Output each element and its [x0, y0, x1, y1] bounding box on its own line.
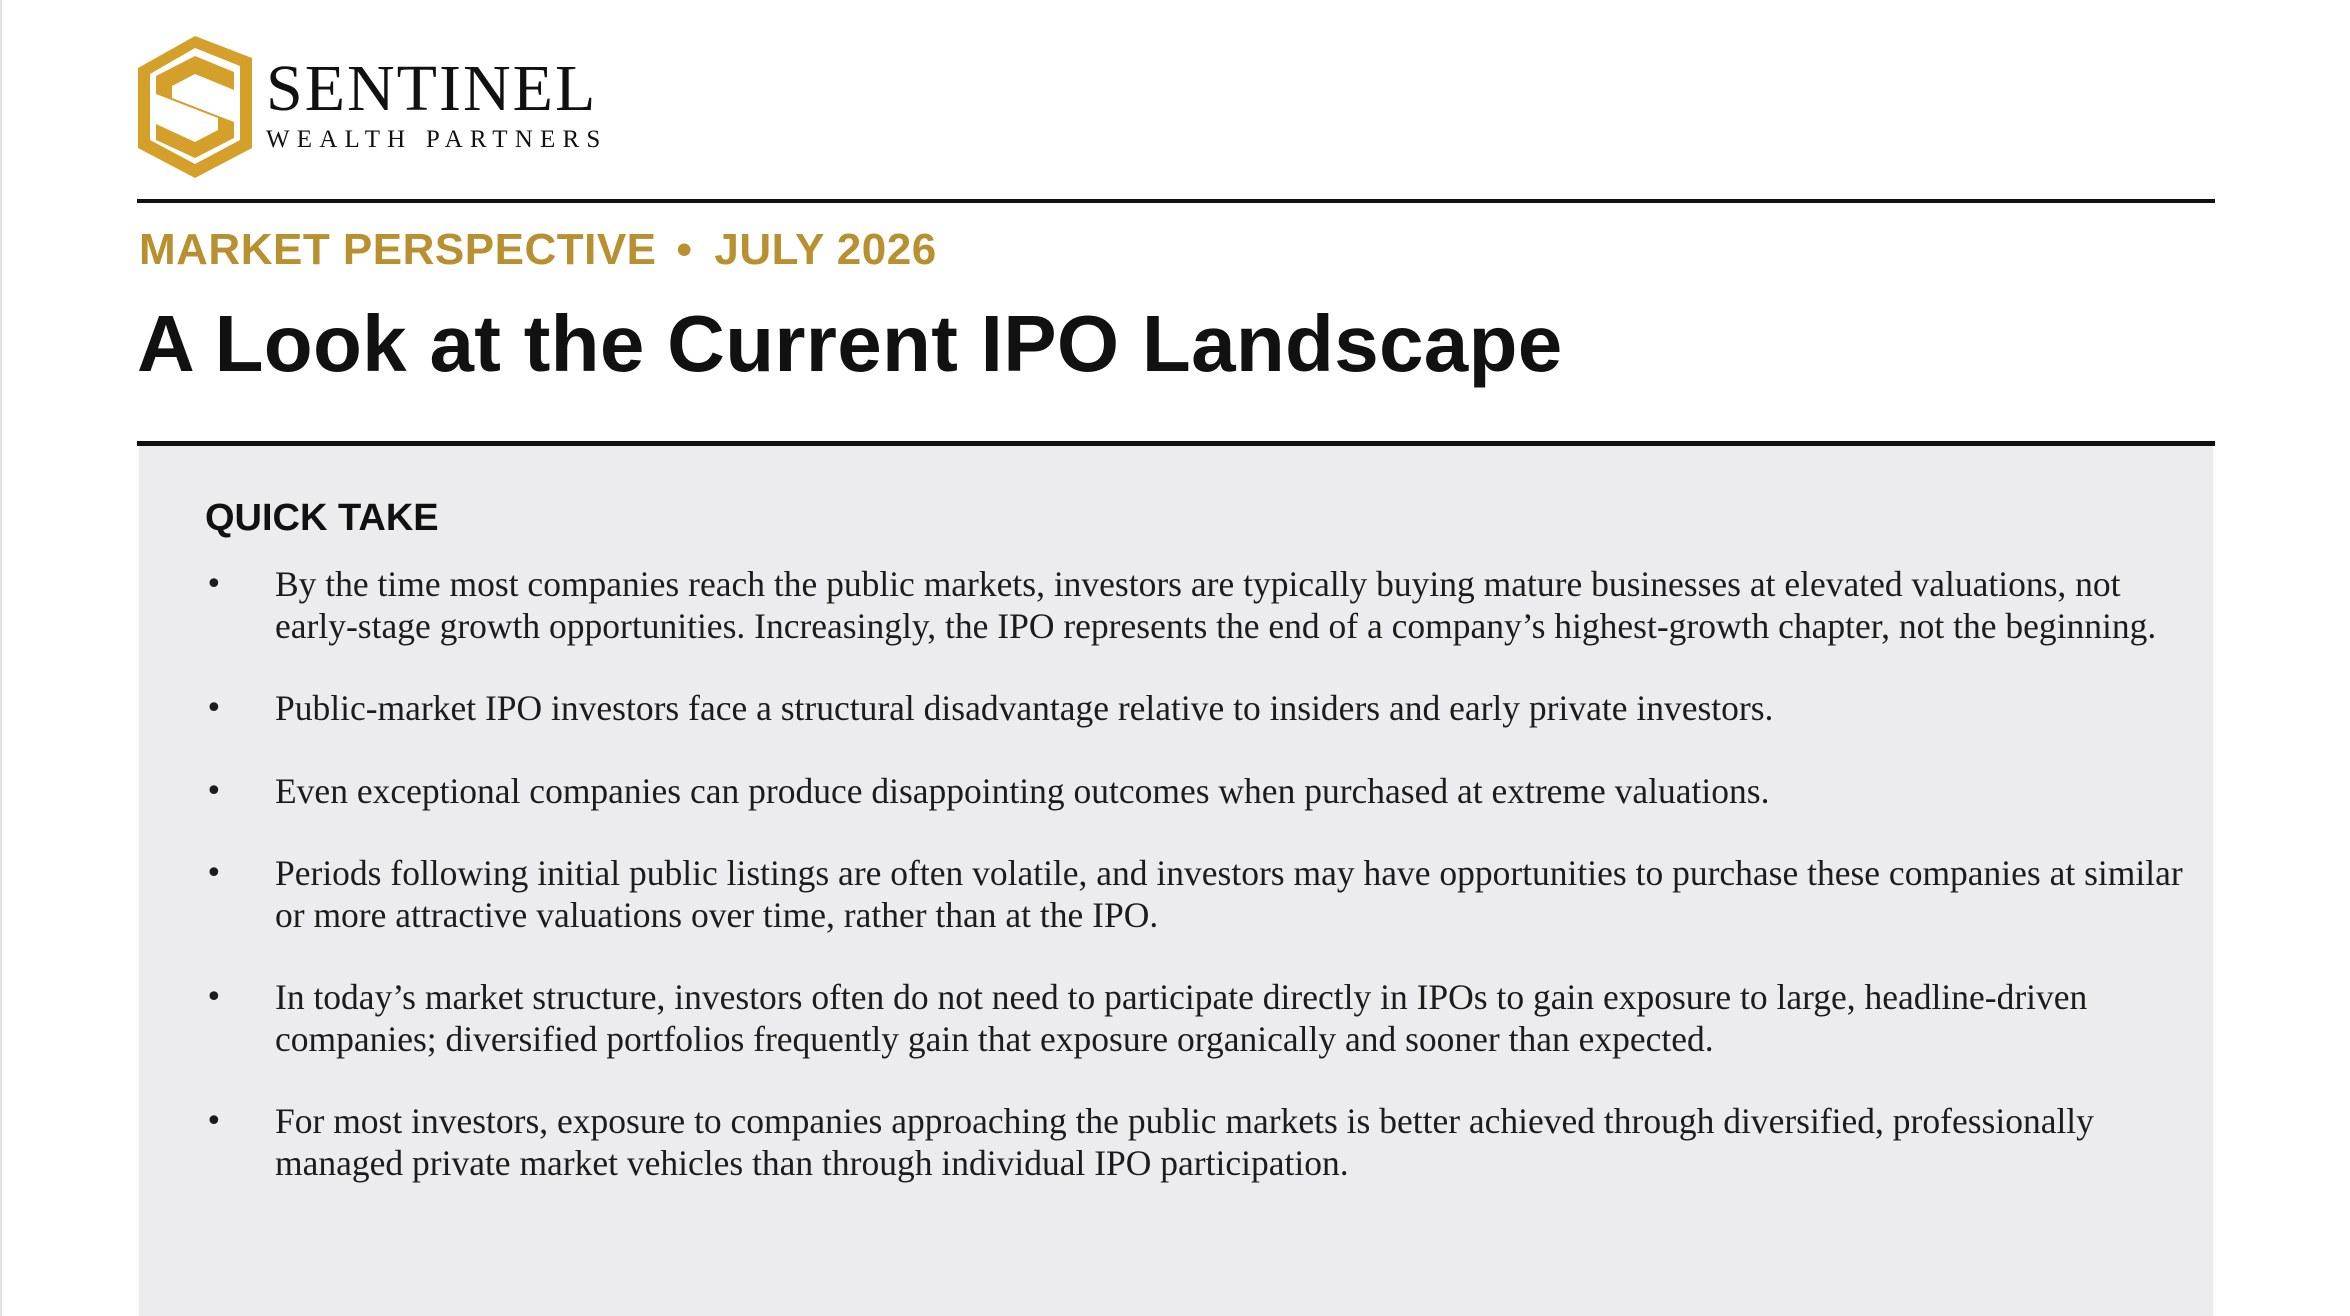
kicker-date: JULY 2026	[714, 225, 937, 274]
bullet-text: Even exceptional companies can produce d…	[275, 770, 1770, 811]
page-title: A Look at the Current IPO Landscape	[137, 299, 1563, 388]
bullet-text: Periods following initial public listing…	[275, 853, 2183, 935]
list-item: • Periods following initial public listi…	[205, 853, 2185, 936]
kicker-separator: •	[676, 225, 693, 274]
bullet-mark: •	[205, 691, 223, 726]
quick-take-list: • By the time most companies reach the p…	[205, 564, 2185, 1225]
header-rule-bottom	[137, 441, 2215, 446]
list-item: • For most investors, exposure to compan…	[205, 1101, 2185, 1184]
list-item: • In today’s market structure, investors…	[205, 977, 2185, 1060]
shield-s-logo-icon	[138, 36, 252, 178]
bullet-text: By the time most companies reach the pub…	[275, 564, 2157, 646]
bullet-text: For most investors, exposure to companie…	[275, 1101, 2094, 1183]
brand-subtitle: WEALTH PARTNERS	[266, 126, 608, 153]
list-item: • Public-market IPO investors face a str…	[205, 688, 2185, 730]
kicker-section: MARKET PERSPECTIVE	[139, 225, 657, 274]
bullet-mark: •	[205, 773, 223, 809]
bullet-text: Public-market IPO investors face a struc…	[275, 688, 1774, 728]
bullet-text: In today’s market structure, investors o…	[275, 977, 2088, 1059]
brand-name: SENTINEL	[266, 52, 598, 125]
quick-take-panel: QUICK TAKE • By the time most companies …	[139, 446, 2213, 1316]
list-item: • Even exceptional companies can produce…	[205, 771, 2185, 813]
page-edge	[0, 0, 2, 1316]
bullet-mark: •	[205, 1104, 223, 1139]
list-item: • By the time most companies reach the p…	[205, 564, 2185, 647]
brand-wordmark: SENTINEL WEALTH PARTNERS	[266, 54, 607, 154]
kicker: MARKET PERSPECTIVE • JULY 2026	[139, 224, 937, 276]
bullet-mark: •	[205, 980, 223, 1015]
bullet-mark: •	[205, 567, 223, 602]
header-rule-top	[137, 199, 2215, 203]
bullet-mark: •	[205, 856, 223, 891]
quick-take-heading: QUICK TAKE	[205, 497, 439, 539]
